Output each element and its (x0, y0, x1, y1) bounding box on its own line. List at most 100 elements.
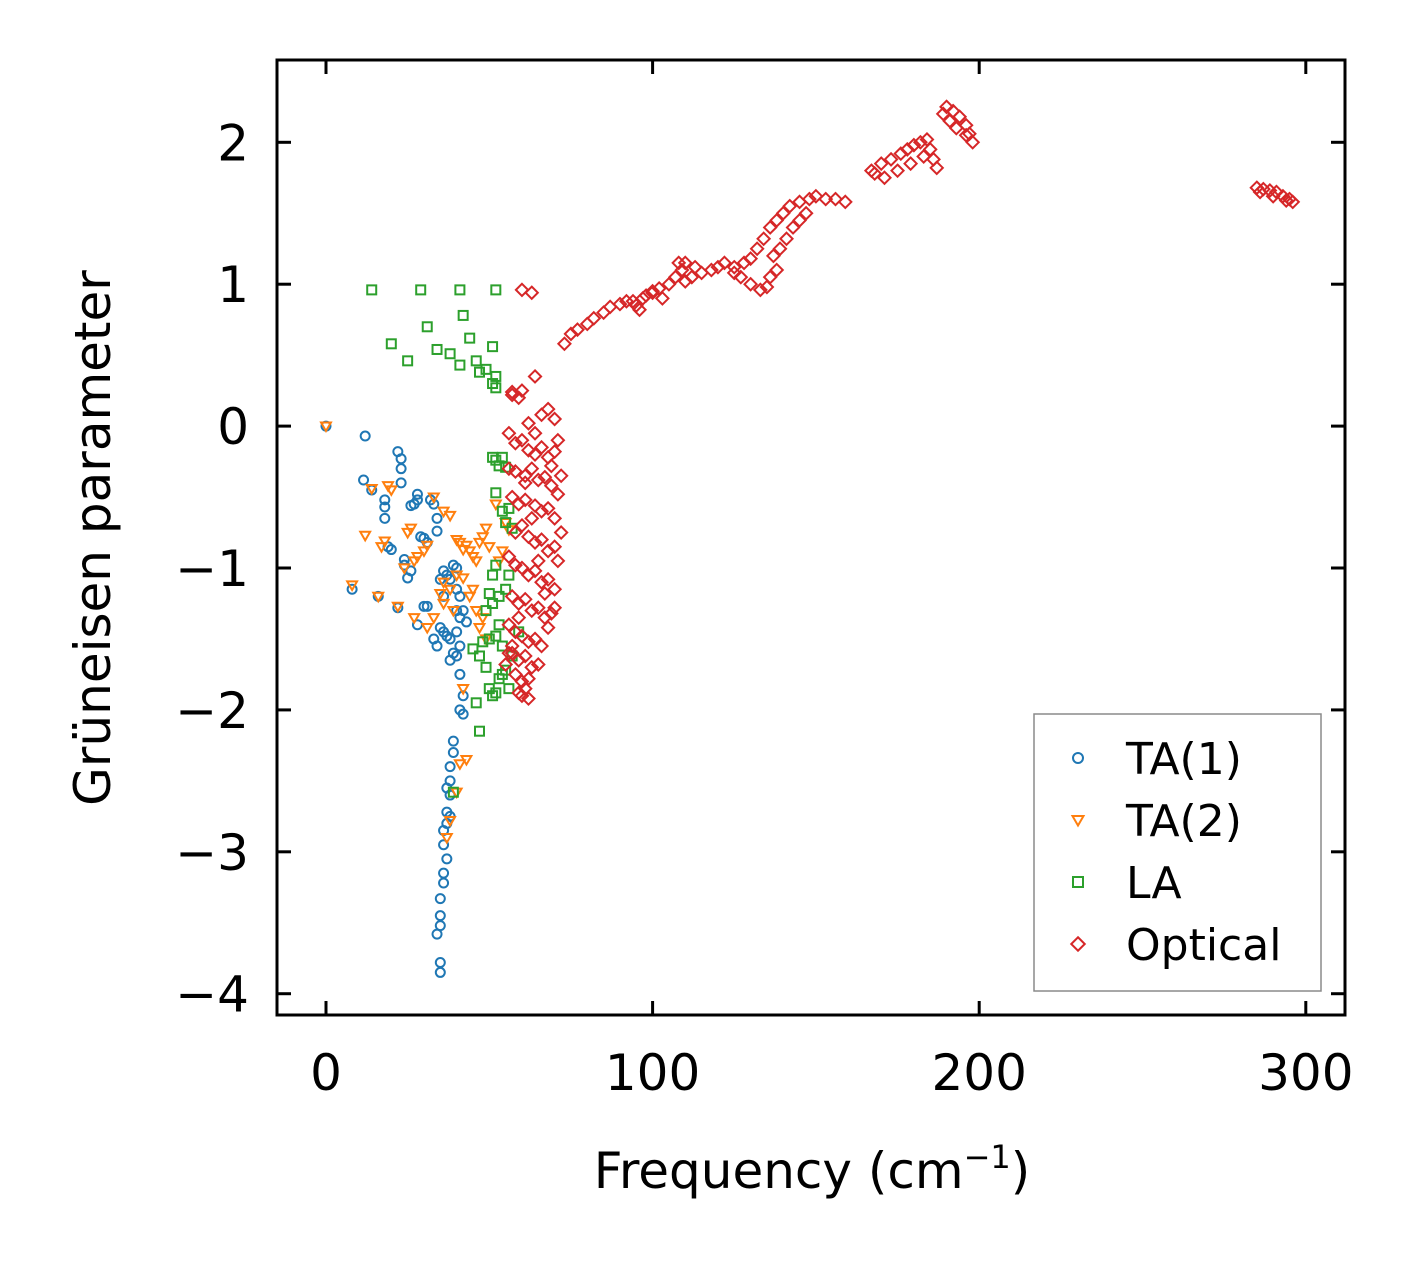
data-point (912, 134, 928, 150)
data-point (410, 552, 425, 564)
axes: 0 100 200 300 2 1 0 −1 −2 −3 −4 (175, 58, 1354, 1102)
data-point (447, 746, 459, 758)
data-point (319, 421, 333, 434)
data-point (1278, 192, 1294, 208)
y-tick-label: −3 (175, 824, 249, 882)
data-point (436, 598, 451, 611)
data-point (527, 425, 543, 441)
data-point (469, 556, 483, 568)
data-point (524, 285, 540, 301)
data-point (346, 583, 358, 595)
data-point (808, 188, 824, 204)
legend-marker (1070, 815, 1086, 828)
data-point (514, 432, 530, 448)
data-point (547, 539, 563, 555)
data-point (618, 293, 634, 309)
data-point (726, 265, 742, 281)
data-point (438, 877, 450, 889)
data-point (487, 341, 499, 353)
data-point (527, 534, 543, 550)
data-point (540, 620, 556, 636)
data-point (454, 640, 466, 652)
data-point (867, 166, 883, 182)
data-point (929, 160, 945, 176)
data-point (958, 127, 974, 143)
data-point (434, 910, 446, 922)
data-point (501, 617, 517, 633)
data-point (449, 535, 464, 547)
legend-marker (1072, 876, 1084, 888)
data-point (420, 540, 434, 553)
data-point (460, 616, 472, 628)
data-point (404, 523, 418, 536)
data-point (586, 310, 602, 326)
data-point (543, 478, 559, 494)
data-point (743, 276, 759, 292)
data-point (792, 212, 808, 228)
data-point (828, 191, 843, 207)
data-point (454, 668, 466, 680)
data-point (645, 283, 661, 299)
y-tick-label: 1 (217, 256, 249, 314)
data-point (772, 241, 788, 257)
data-point (537, 469, 553, 485)
data-point (469, 605, 483, 618)
data-point (762, 269, 778, 285)
data-point (384, 485, 398, 497)
data-point (431, 512, 443, 524)
data-point (431, 640, 443, 652)
data-point (550, 432, 566, 448)
data-point (837, 194, 853, 210)
data-point (504, 489, 520, 505)
data-point (444, 761, 456, 773)
data-point (553, 525, 569, 541)
data-point (520, 415, 536, 431)
data-point (550, 486, 566, 502)
data-point (524, 461, 540, 477)
data-point (517, 648, 533, 664)
data-point (457, 309, 469, 321)
legend-label: LA (1126, 858, 1182, 909)
y-tick-label: 2 (217, 114, 249, 172)
data-point (479, 523, 493, 536)
data-point (873, 156, 889, 172)
data-point (527, 368, 543, 384)
data-point (775, 205, 791, 221)
data-point (431, 928, 443, 940)
y-tick-label: 0 (217, 398, 249, 456)
series-ta-1- (320, 420, 472, 978)
data-point (487, 690, 499, 702)
data-point (483, 588, 495, 600)
data-point (547, 581, 563, 597)
data-point (447, 735, 459, 747)
data-point (785, 219, 801, 235)
data-point (524, 603, 540, 619)
data-point (517, 475, 533, 491)
data-marks (319, 99, 1301, 978)
data-point (498, 657, 514, 672)
data-point (527, 446, 543, 462)
legend-label: TA(2) (1125, 796, 1242, 847)
data-point (517, 468, 533, 484)
data-point (490, 487, 502, 499)
data-point (473, 725, 485, 737)
data-point (431, 343, 443, 355)
data-point (504, 638, 520, 654)
data-point (965, 134, 981, 150)
data-point (726, 259, 742, 275)
data-point (441, 853, 453, 865)
data-point (939, 99, 955, 115)
data-point (456, 684, 470, 696)
data-point (520, 634, 536, 650)
data-point (687, 259, 703, 275)
data-point (547, 510, 563, 526)
data-point (520, 442, 536, 458)
legend-label: Optical (1126, 920, 1281, 971)
data-point (517, 591, 533, 607)
data-point (434, 893, 446, 905)
data-point (489, 499, 503, 512)
data-point (514, 282, 530, 298)
data-point (436, 577, 451, 590)
data-point (379, 501, 391, 513)
